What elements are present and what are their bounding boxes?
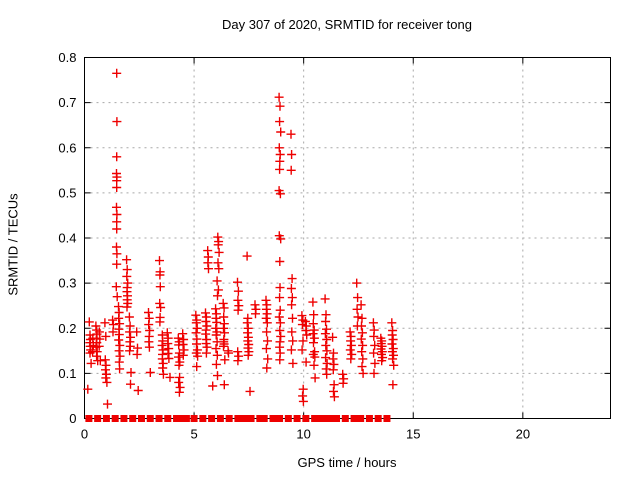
- x-tick-label: 0: [81, 427, 88, 442]
- zero-value-marker: [247, 415, 255, 422]
- zero-value-marker: [102, 415, 110, 422]
- zero-value-marker: [234, 415, 242, 422]
- zero-value-marker: [111, 415, 119, 422]
- zero-value-marker: [341, 415, 349, 422]
- y-tick-label: 0: [69, 411, 76, 426]
- zero-value-marker: [322, 415, 330, 422]
- zero-value-marker: [383, 415, 391, 422]
- zero-value-marker: [269, 415, 277, 422]
- zero-value-marker: [260, 415, 268, 422]
- zero-value-marker: [302, 415, 310, 422]
- zero-value-marker: [137, 415, 145, 422]
- zero-value-marker: [311, 415, 319, 422]
- zero-value-marker: [85, 415, 93, 422]
- zero-value-marker: [374, 415, 382, 422]
- y-tick-label: 0.8: [58, 50, 76, 65]
- zero-value-marker: [190, 415, 198, 422]
- zero-value-marker: [129, 415, 137, 422]
- x-axis-label: GPS time / hours: [297, 455, 397, 470]
- zero-value-marker: [350, 415, 358, 422]
- zero-value-marker: [120, 415, 128, 422]
- zero-value-marker: [94, 415, 102, 422]
- y-tick-label: 0.5: [58, 185, 76, 200]
- x-tick-label: 5: [190, 427, 197, 442]
- zero-value-marker: [365, 415, 373, 422]
- y-tick-label: 0.3: [58, 276, 76, 291]
- zero-value-marker: [146, 415, 154, 422]
- zero-value-marker: [225, 415, 233, 422]
- zero-value-marker: [284, 415, 292, 422]
- x-tick-label: 20: [516, 427, 530, 442]
- zero-value-marker: [208, 415, 216, 422]
- zero-value-marker: [256, 415, 264, 422]
- zero-value-marker: [357, 415, 365, 422]
- zero-value-marker: [155, 415, 163, 422]
- zero-value-marker: [216, 415, 224, 422]
- y-axis-label: SRMTID / TECUs: [5, 193, 21, 296]
- x-tick-label: 10: [296, 427, 310, 442]
- zero-value-marker: [199, 415, 207, 422]
- y-tick-label: 0.4: [58, 231, 76, 246]
- zero-value-marker: [328, 415, 336, 422]
- y-tick-label: 0.6: [58, 140, 76, 155]
- zero-value-marker: [182, 415, 190, 422]
- zero-value-marker: [173, 415, 181, 422]
- x-tick-label: 15: [406, 427, 420, 442]
- zero-value-marker: [293, 415, 301, 422]
- y-tick-label: 0.1: [58, 366, 76, 381]
- data-points: [83, 68, 399, 409]
- zero-value-marker: [164, 415, 172, 422]
- y-tick-label: 0.2: [58, 321, 76, 336]
- chart-title: Day 307 of 2020, SRMTID for receiver ton…: [221, 17, 472, 32]
- zero-value-marker: [333, 415, 341, 422]
- y-tick-label: 0.7: [58, 95, 76, 110]
- zero-value-marker: [276, 415, 284, 422]
